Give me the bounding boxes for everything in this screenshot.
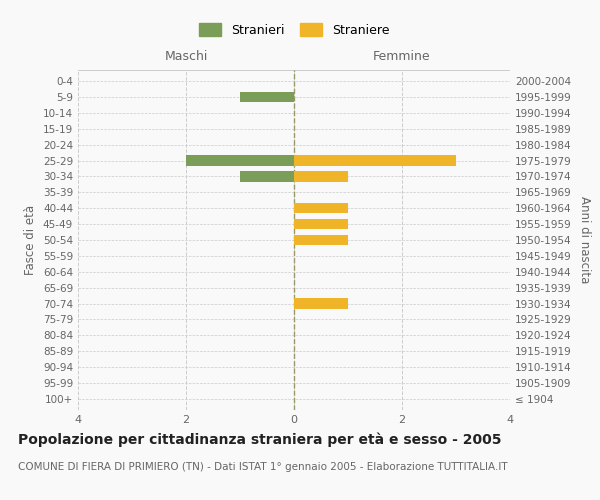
- Y-axis label: Anni di nascita: Anni di nascita: [578, 196, 591, 284]
- Text: COMUNE DI FIERA DI PRIMIERO (TN) - Dati ISTAT 1° gennaio 2005 - Elaborazione TUT: COMUNE DI FIERA DI PRIMIERO (TN) - Dati …: [18, 462, 508, 472]
- Bar: [294, 235, 348, 245]
- Bar: [294, 219, 348, 230]
- Text: Maschi: Maschi: [164, 50, 208, 63]
- Legend: Stranieri, Straniere: Stranieri, Straniere: [199, 23, 389, 36]
- Bar: [294, 172, 348, 181]
- Bar: [240, 92, 294, 102]
- Bar: [186, 156, 294, 166]
- Bar: [240, 172, 294, 181]
- Bar: [294, 203, 348, 213]
- Text: Femmine: Femmine: [373, 50, 431, 63]
- Y-axis label: Fasce di età: Fasce di età: [25, 205, 37, 275]
- Bar: [294, 298, 348, 308]
- Bar: [294, 156, 456, 166]
- Text: Popolazione per cittadinanza straniera per età e sesso - 2005: Popolazione per cittadinanza straniera p…: [18, 432, 502, 447]
